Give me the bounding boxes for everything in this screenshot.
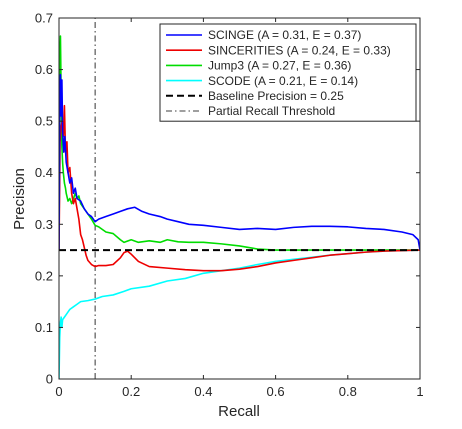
series-line-2 bbox=[59, 35, 420, 251]
y-tick-label: 0.2 bbox=[35, 268, 53, 283]
x-tick-label: 0.6 bbox=[267, 384, 285, 399]
legend-box bbox=[159, 23, 417, 122]
y-tick-label: 0.3 bbox=[35, 217, 53, 232]
x-axis-label: Recall bbox=[218, 403, 260, 420]
axis-ticks: 0 0.2 0.4 0.6 0.8 1 0 0.1 0.2 0.3 0.4 0.5 0.6 0.7 bbox=[35, 11, 424, 400]
legend-entry: SCODE (A = 0.21, E = 0.14) bbox=[208, 74, 358, 88]
series-line-0 bbox=[59, 73, 420, 251]
y-tick-label: 0.5 bbox=[35, 114, 53, 129]
plot-area bbox=[59, 18, 420, 379]
y-tick-label: 0 bbox=[46, 372, 53, 387]
x-tick-label: 0.4 bbox=[194, 384, 212, 399]
y-tick-label: 0.7 bbox=[35, 11, 53, 26]
legend-entry: Partial Recall Threshold bbox=[208, 104, 335, 118]
legend: SCINGE (A = 0.31, E = 0.37)SINCERITIES (… bbox=[159, 23, 417, 122]
legend-entry: Jump3 (A = 0.27, E = 0.36) bbox=[208, 59, 351, 73]
legend-entry: SCINGE (A = 0.31, E = 0.37) bbox=[208, 28, 361, 42]
series-line-1 bbox=[59, 104, 420, 272]
legend-entry: SINCERITIES (A = 0.24, E = 0.33) bbox=[208, 43, 391, 57]
y-tick-label: 0.4 bbox=[35, 165, 53, 180]
y-axis-label: Precision bbox=[11, 168, 28, 230]
y-tick-label: 0.6 bbox=[35, 62, 53, 77]
axes-box bbox=[58, 17, 421, 380]
y-tick-label: 0.1 bbox=[35, 320, 53, 335]
x-tick-label: 1 bbox=[416, 384, 423, 399]
x-tick-label: 0.2 bbox=[122, 384, 140, 399]
x-tick-label: 0.8 bbox=[339, 384, 357, 399]
legend-entry: Baseline Precision = 0.25 bbox=[208, 89, 344, 103]
x-tick-label: 0 bbox=[55, 384, 62, 399]
